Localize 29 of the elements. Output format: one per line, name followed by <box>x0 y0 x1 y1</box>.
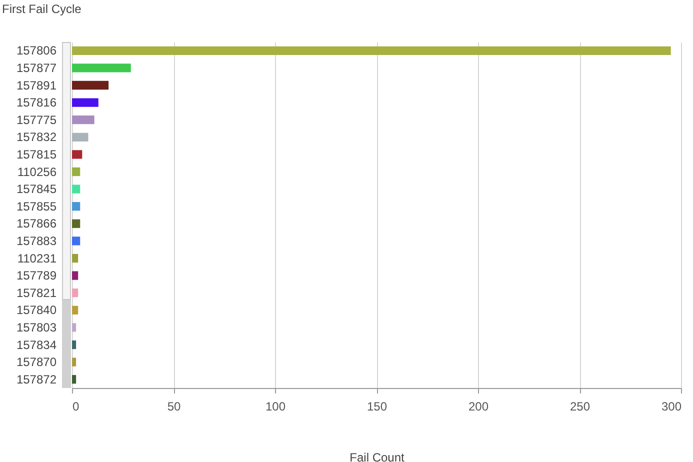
y-tick-label: 157832 <box>16 130 57 144</box>
y-tick-label: 157872 <box>16 372 57 386</box>
y-tick-label: 110256 <box>17 164 57 179</box>
y-tick-label: 157803 <box>16 320 57 334</box>
y-tick-label: 157815 <box>16 147 57 162</box>
y-tick-label: 157789 <box>16 268 57 283</box>
x-tick-label: 100 <box>265 400 286 414</box>
chart-title: First Fail Cycle <box>2 2 82 16</box>
y-tick-label: 157866 <box>16 216 57 231</box>
y-tick-label: 157816 <box>16 96 57 110</box>
x-tick-label: 250 <box>570 400 590 414</box>
y-tick-label: 157834 <box>16 338 57 352</box>
y-tick-label: 157883 <box>16 234 57 248</box>
x-tick-label: 50 <box>167 400 181 414</box>
y-tick-label: 157806 <box>16 44 57 58</box>
x-tick-label: 150 <box>366 400 388 414</box>
y-tick-label: 157840 <box>16 303 57 318</box>
x-tick-label: 0 <box>72 400 80 414</box>
x-tick-label: 300 <box>661 400 682 414</box>
y-tick-label: 157775 <box>16 112 57 127</box>
y-tick-label: 157891 <box>16 78 57 92</box>
x-tick-label: 200 <box>468 400 489 414</box>
y-tick-label: 157821 <box>16 286 57 300</box>
x-axis-title: Fail Count <box>350 450 406 462</box>
y-tick-label: 157870 <box>16 355 57 370</box>
y-tick-label: 157855 <box>16 199 57 214</box>
y-tick-label: 157877 <box>16 60 57 75</box>
y-tick-label: 157845 <box>16 182 57 196</box>
y-tick-label: 110231 <box>17 251 57 266</box>
